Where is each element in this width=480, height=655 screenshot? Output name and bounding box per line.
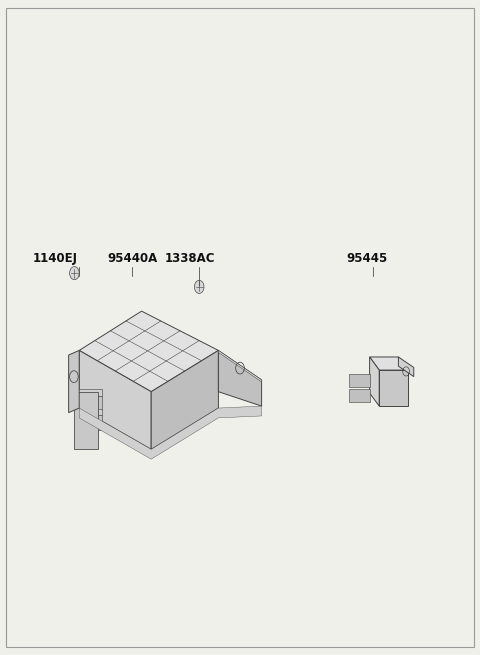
Circle shape — [70, 267, 79, 280]
Polygon shape — [151, 350, 218, 449]
Text: 1140EJ: 1140EJ — [33, 252, 78, 265]
Polygon shape — [398, 357, 414, 377]
Polygon shape — [79, 311, 218, 392]
Text: 1338AC: 1338AC — [164, 252, 215, 265]
Circle shape — [194, 280, 204, 293]
Polygon shape — [379, 370, 408, 406]
Polygon shape — [69, 350, 79, 413]
Polygon shape — [79, 406, 262, 459]
Polygon shape — [370, 357, 408, 370]
Polygon shape — [75, 389, 102, 396]
Polygon shape — [74, 392, 98, 449]
Polygon shape — [370, 357, 379, 406]
Polygon shape — [349, 389, 370, 402]
Polygon shape — [218, 350, 262, 382]
Polygon shape — [75, 415, 102, 430]
Polygon shape — [218, 350, 262, 406]
Polygon shape — [349, 373, 370, 386]
Polygon shape — [75, 409, 102, 415]
Text: 95445: 95445 — [347, 252, 388, 265]
Text: 95440A: 95440A — [107, 252, 157, 265]
Polygon shape — [75, 396, 102, 410]
Polygon shape — [79, 350, 151, 449]
